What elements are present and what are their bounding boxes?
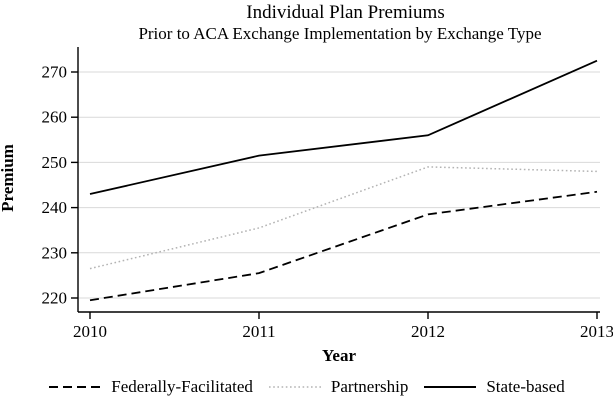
series-line-partnership (89, 166, 598, 270)
legend-label-state-based: State-based (486, 377, 565, 396)
legend-item-partnership: Partnership (268, 377, 408, 397)
y-tick-label: 220 (42, 289, 68, 308)
dashed-line-icon (49, 386, 102, 388)
series-line-state-based (89, 59, 598, 195)
dotted-line-icon (268, 386, 321, 388)
legend-item-federally-facilitated: Federally-Facilitated (48, 377, 253, 397)
legend-label-partnership: Partnership (330, 377, 409, 396)
y-tick-label: 270 (42, 63, 68, 82)
legend-item-state-based: State-based (423, 377, 565, 397)
solid-line-icon (424, 386, 477, 388)
chart-subtitle: Prior to ACA Exchange Implementation by … (138, 24, 542, 43)
y-tick-label: 250 (42, 153, 68, 172)
x-tick-label: 2010 (73, 322, 107, 341)
x-tick-label: 2011 (242, 322, 275, 341)
chart-title: Individual Plan Premiums (246, 2, 445, 23)
x-axis-label: Year (322, 346, 356, 365)
series-line-federally-facilitated (89, 190, 598, 302)
x-tick-label: 2013 (580, 322, 613, 341)
y-tick-label: 260 (42, 108, 68, 127)
y-axis-label: Premium (0, 144, 17, 212)
chart-legend: Federally-Facilitated Partnership State-… (0, 374, 613, 400)
legend-label-federally-facilitated: Federally-Facilitated (111, 377, 253, 396)
y-tick-label: 230 (42, 243, 68, 262)
x-tick-label: 2012 (411, 322, 445, 341)
y-tick-label: 240 (42, 198, 68, 217)
